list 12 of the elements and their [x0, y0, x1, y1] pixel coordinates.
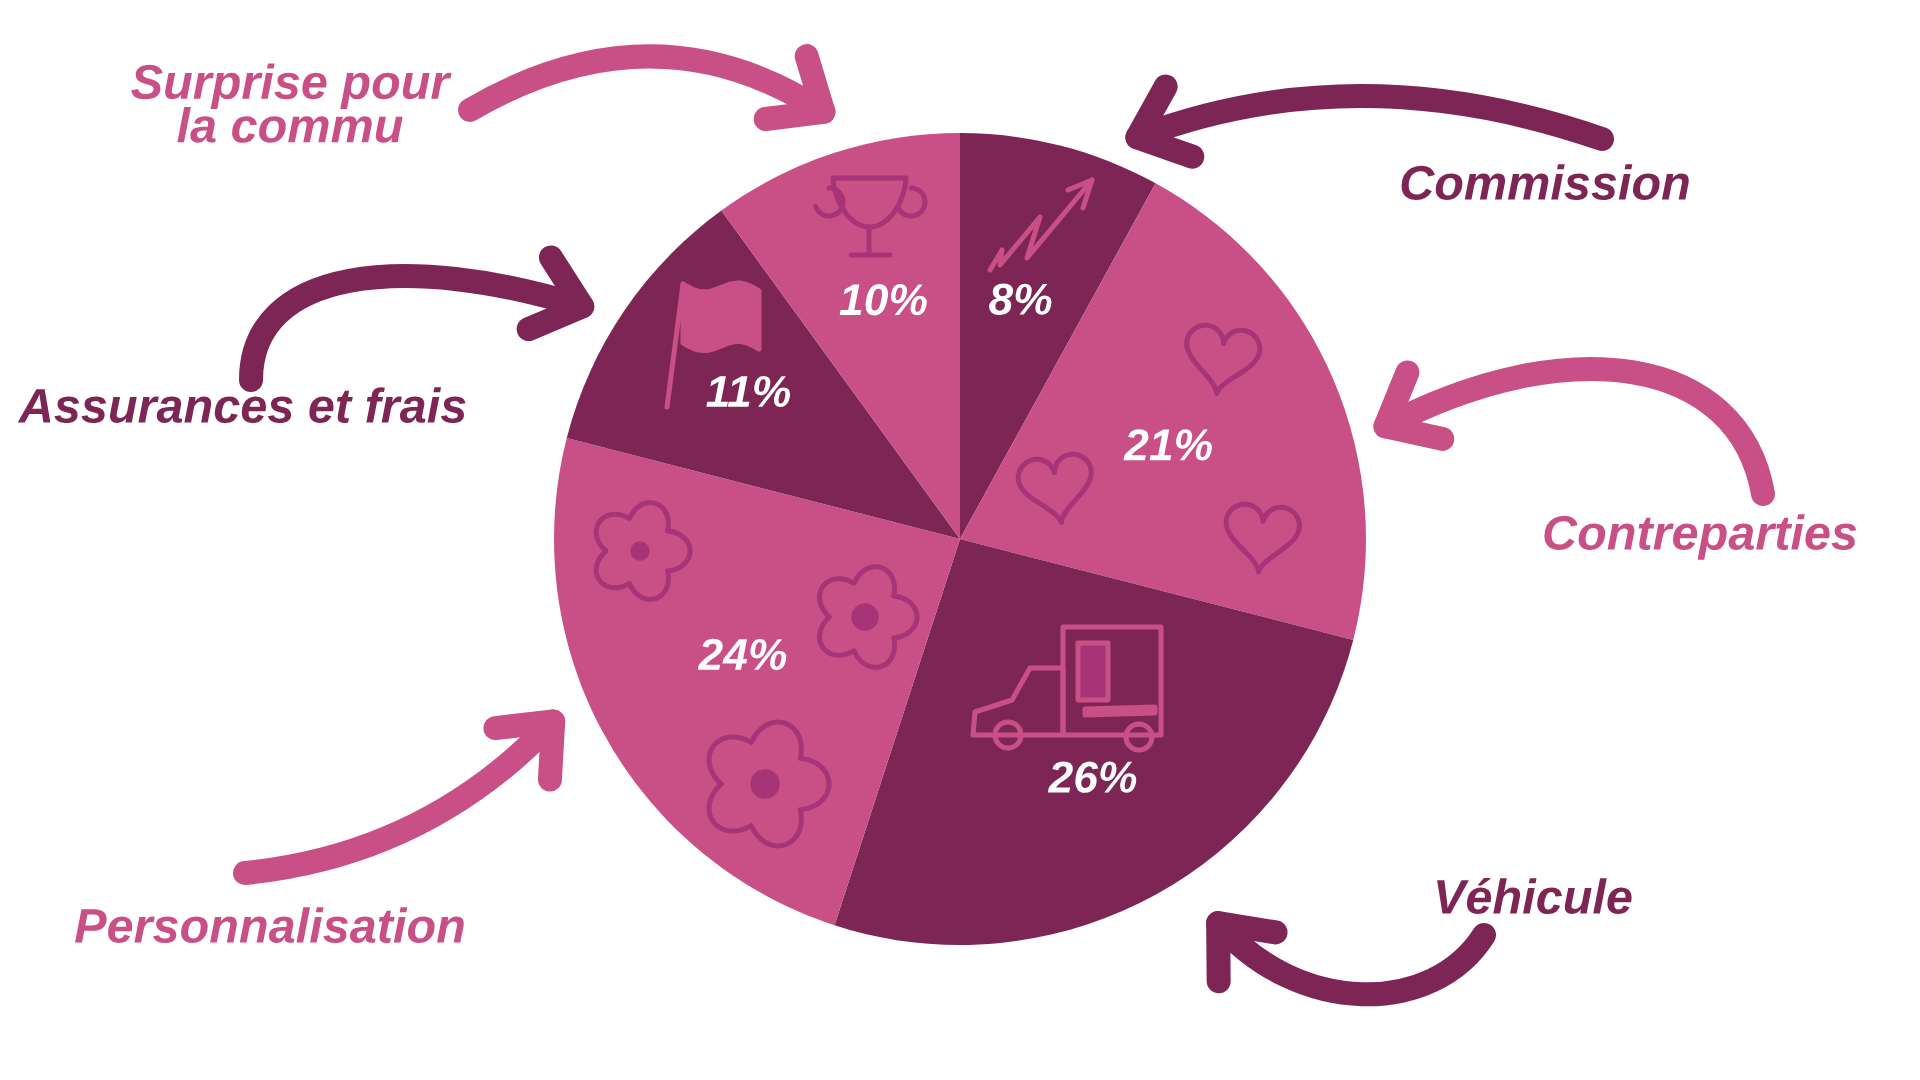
data-label: 21% [1123, 429, 1212, 461]
data-label: 10% [839, 283, 927, 316]
data-label: 11% [706, 375, 791, 408]
slice-label: Surprise pour la commu [131, 63, 452, 143]
slice-label: Contreparties [1544, 514, 1857, 560]
data-label: 26% [1047, 761, 1137, 793]
data-label: 24% [697, 638, 787, 671]
data-label: 8% [989, 283, 1052, 315]
slice-label: Assurances et frais [17, 387, 466, 424]
slice-label: Véhicule [1437, 877, 1632, 915]
slice-label: Personnalisation [75, 907, 464, 944]
slice-label: Commission [1401, 164, 1689, 201]
